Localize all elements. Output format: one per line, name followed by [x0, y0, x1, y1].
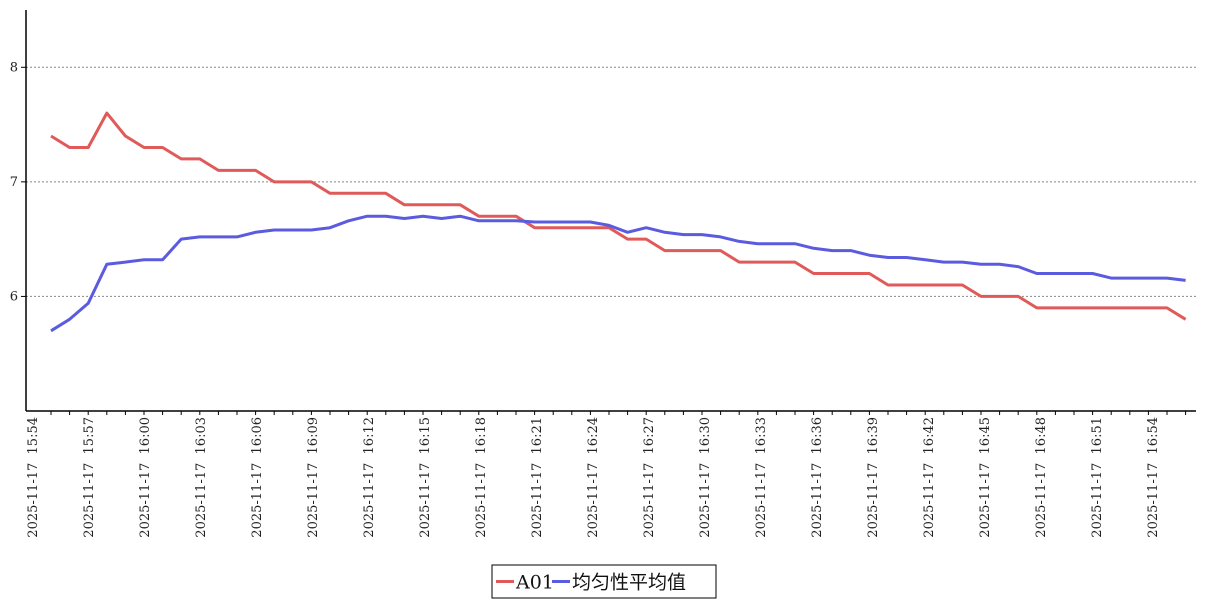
x-tick-label: 2025-11-17 16:24 — [586, 417, 601, 538]
x-tick-label: 2025-11-17 16:33 — [754, 417, 769, 538]
y-tick-label: 6 — [10, 289, 18, 304]
x-tick-label: 2025-11-17 16:21 — [530, 417, 545, 538]
x-tick-label: 2025-11-17 16:03 — [194, 417, 209, 538]
series-line-1 — [50, 214, 1186, 333]
x-tick-label: 2025-11-17 16:00 — [138, 417, 153, 538]
x-tick-label: 2025-11-17 16:15 — [418, 417, 433, 538]
series-lines — [50, 111, 1187, 333]
x-tick-label: 2025-11-17 16:18 — [474, 417, 489, 538]
legend: A01 均匀性平均值 — [491, 564, 717, 599]
x-axis-ticks: 2025-11-17 15:54 2025-11-17 15:57 2025-11-… — [26, 411, 1187, 538]
x-tick-label: 2025-11-17 15:54 — [26, 417, 41, 538]
series-line-0 — [50, 111, 1187, 321]
x-tick-label: 2025-11-17 16:51 — [1090, 417, 1105, 538]
y-tick-label: 8 — [10, 60, 18, 75]
x-tick-label: 2025-11-17 16:12 — [362, 417, 377, 538]
x-tick-label: 2025-11-17 16:42 — [922, 417, 937, 538]
x-tick-label: 2025-11-17 16:54 — [1146, 417, 1161, 538]
x-tick-label: 2025-11-17 16:45 — [978, 417, 993, 538]
y-axis-ticks: 6 7 8 — [10, 60, 26, 304]
legend-label: A01 — [515, 572, 554, 594]
x-tick-label: 2025-11-17 16:09 — [306, 417, 321, 538]
legend-label: 均匀性平均值 — [572, 572, 686, 594]
x-tick-label: 2025-11-17 16:06 — [250, 417, 265, 538]
x-tick-label: 2025-11-17 16:48 — [1034, 417, 1049, 538]
x-tick-label: 2025-11-17 16:39 — [866, 417, 881, 538]
axes — [25, 10, 1196, 412]
x-tick-label: 2025-11-17 16:36 — [810, 417, 825, 538]
x-tick-label: 2025-11-17 15:57 — [82, 417, 97, 538]
y-tick-label: 7 — [10, 175, 18, 190]
legend-box — [491, 564, 717, 599]
grid-lines — [26, 66, 1196, 297]
x-tick-label: 2025-11-17 16:30 — [698, 417, 713, 538]
x-tick-label: 2025-11-17 16:27 — [642, 417, 657, 538]
